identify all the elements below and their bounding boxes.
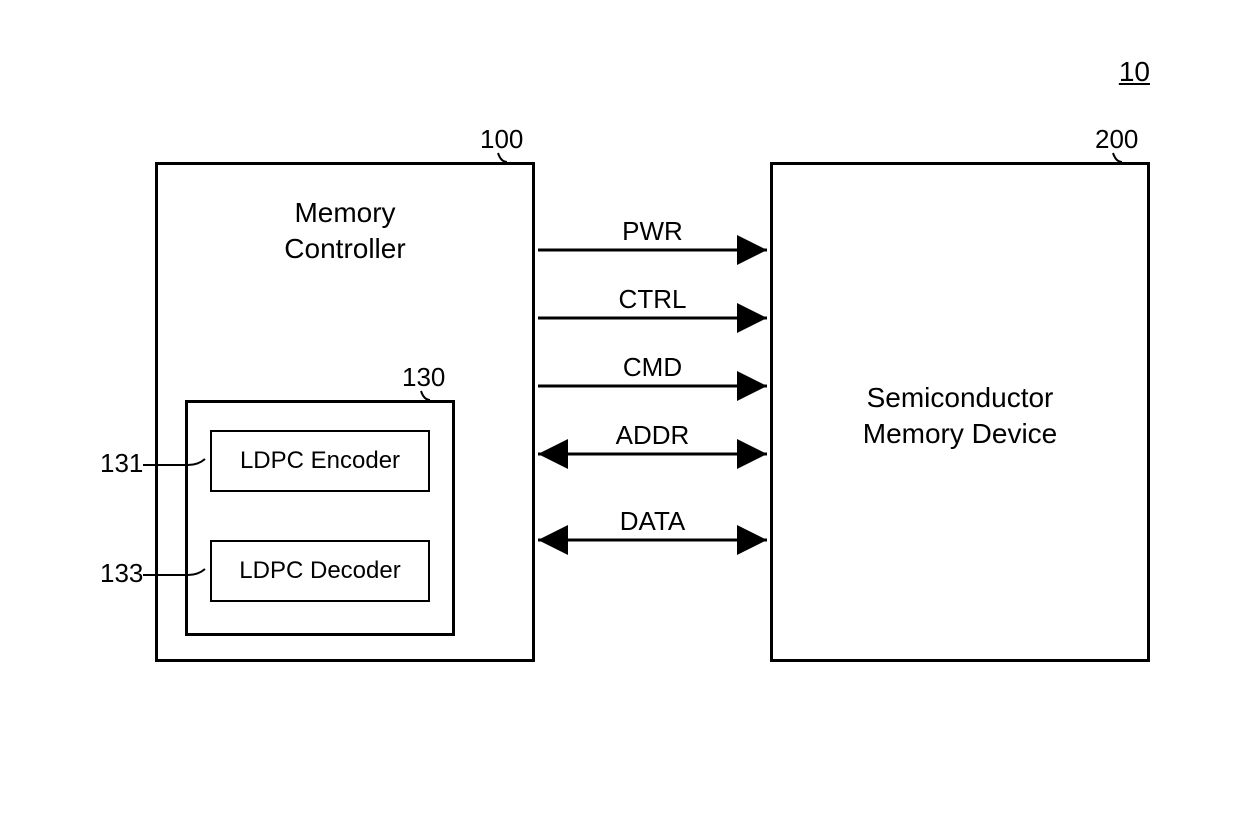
memory-device-title: Semiconductor Memory Device <box>770 380 1150 453</box>
ref-tick-icon <box>495 150 515 170</box>
controller-title-line1: Memory <box>294 197 395 228</box>
ref-leader-line <box>140 455 215 475</box>
signal-label-data: DATA <box>535 506 770 537</box>
memory-controller-title: Memory Controller <box>155 195 535 268</box>
system-ref-label: 10 <box>1119 56 1150 88</box>
block-diagram: 10 100 Memory Controller 130 LDPC Encode… <box>0 0 1240 814</box>
signal-label-ctrl: CTRL <box>535 284 770 315</box>
ref-tick-icon <box>1110 150 1130 170</box>
ref-tick-icon <box>418 388 438 408</box>
ldpc-encoder-block: LDPC Encoder <box>210 430 430 492</box>
encoder-label: LDPC Encoder <box>240 447 400 475</box>
signal-label-pwr: PWR <box>535 216 770 247</box>
ref-leader-line <box>140 565 215 585</box>
memory-title-line1: Semiconductor <box>867 382 1054 413</box>
signal-arrows <box>535 0 770 700</box>
signal-label-addr: ADDR <box>535 420 770 451</box>
ldpc-decoder-block: LDPC Decoder <box>210 540 430 602</box>
decoder-ref: 133 <box>100 558 143 589</box>
memory-title-line2: Memory Device <box>863 418 1057 449</box>
decoder-label: LDPC Decoder <box>239 557 400 585</box>
controller-title-line2: Controller <box>284 233 405 264</box>
encoder-ref: 131 <box>100 448 143 479</box>
signal-label-cmd: CMD <box>535 352 770 383</box>
